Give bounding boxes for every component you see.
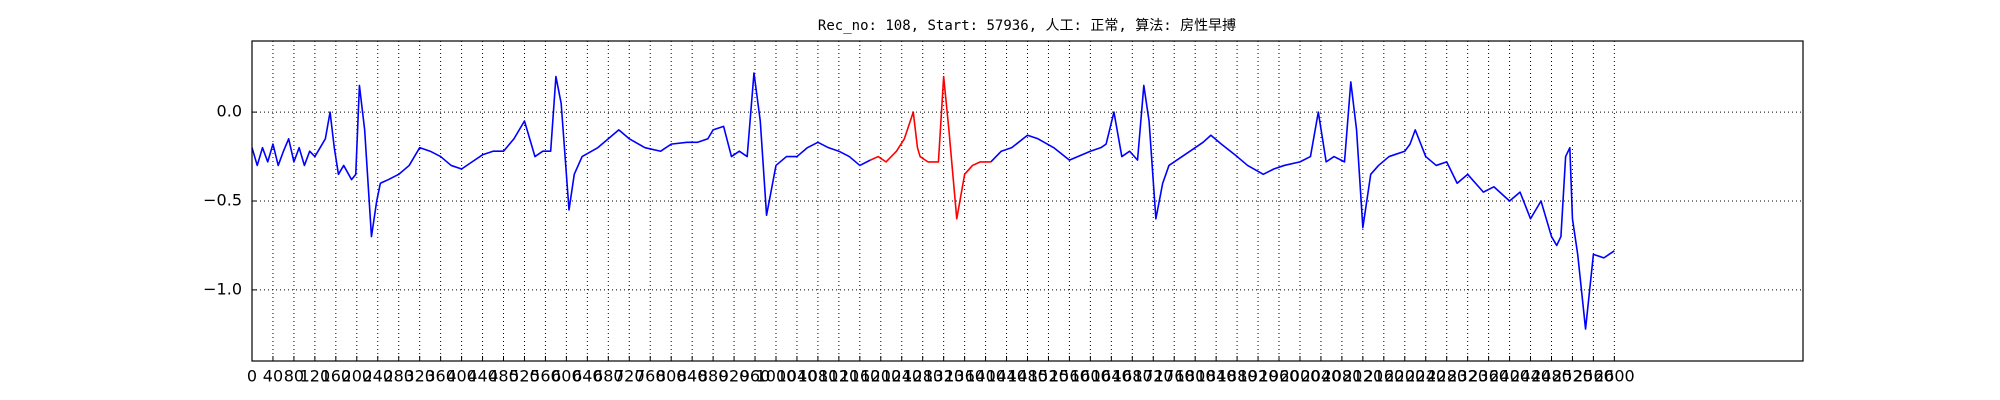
x-tick-label: 1040: [777, 367, 818, 386]
x-tick-label: 1520: [1028, 367, 1069, 386]
x-tick-label: 480: [488, 367, 519, 386]
x-tick-label: 920: [719, 367, 750, 386]
x-tick-label: 240: [362, 367, 393, 386]
x-tick-label: 1440: [986, 367, 1027, 386]
x-tick-label: 2120: [1342, 367, 1383, 386]
x-tick-label: 2600: [1594, 367, 1635, 386]
x-tick-label: 2080: [1322, 367, 1363, 386]
x-tick-label: 440: [467, 367, 498, 386]
x-tick-label: 1120: [819, 367, 860, 386]
x-tick-label: 520: [509, 367, 540, 386]
x-tick-label: 1240: [881, 367, 922, 386]
chart-title: Rec_no: 108, Start: 57936, 人工: 正常, 算法: 房…: [818, 17, 1236, 34]
x-tick-label: 840: [677, 367, 708, 386]
x-tick-label: 2200: [1384, 367, 1425, 386]
x-tick-label: 400: [446, 367, 477, 386]
x-tick-label: 1680: [1112, 367, 1153, 386]
y-tick-label: −0.5: [203, 191, 242, 210]
x-tick-label: 1360: [944, 367, 985, 386]
x-tick-label: 320: [404, 367, 435, 386]
x-tick-label: 1320: [923, 367, 964, 386]
x-tick-label: 2000: [1280, 367, 1321, 386]
ecg-line: [990, 81, 1615, 330]
x-tick-label: 560: [530, 367, 561, 386]
ecg-line: [869, 75, 991, 220]
x-tick-label: 1920: [1238, 367, 1279, 386]
x-tick-label: 2240: [1405, 367, 1446, 386]
x-tick-label: 280: [383, 367, 414, 386]
x-tick-label: 120: [300, 367, 331, 386]
x-tick-label: 2520: [1552, 367, 1593, 386]
x-tick-label: 200: [342, 367, 373, 386]
x-tick-label: 600: [551, 367, 582, 386]
x-tick-label: 640: [572, 367, 603, 386]
x-tick-label: 1400: [965, 367, 1006, 386]
x-tick-label: 1880: [1217, 367, 1258, 386]
x-tick-label: 1640: [1091, 367, 1132, 386]
x-tick-label: 1960: [1259, 367, 1300, 386]
x-tick-label: 40: [263, 367, 283, 386]
x-tick-label: 1080: [798, 367, 839, 386]
ecg-line: [251, 72, 871, 238]
x-tick-label: 1800: [1175, 367, 1216, 386]
x-tick-label: 760: [635, 367, 666, 386]
x-tick-label: 2400: [1489, 367, 1530, 386]
plot-frame: [251, 40, 1804, 362]
x-tick-label: 0: [247, 367, 257, 386]
y-tick-label: −1.0: [203, 279, 242, 298]
x-tick-label: 1000: [756, 367, 797, 386]
x-tick-label: 1160: [839, 367, 880, 386]
x-tick-label: 2560: [1573, 367, 1614, 386]
x-tick-label: 2280: [1426, 367, 1467, 386]
x-tick-label: 2440: [1510, 367, 1551, 386]
x-tick-label: 1280: [902, 367, 943, 386]
x-tick-label: 1560: [1049, 367, 1090, 386]
x-tick-label: 360: [425, 367, 456, 386]
x-tick-label: 1760: [1154, 367, 1195, 386]
x-tick-label: 800: [656, 367, 687, 386]
x-tick-label: 1480: [1007, 367, 1048, 386]
x-tick-label: 880: [698, 367, 729, 386]
x-tick-label: 160: [321, 367, 352, 386]
x-tick-label: 2160: [1363, 367, 1404, 386]
x-tick-label: 1200: [860, 367, 901, 386]
x-tick-label: 2320: [1447, 367, 1488, 386]
x-tick-label: 2360: [1468, 367, 1509, 386]
x-tick-label: 2040: [1301, 367, 1342, 386]
x-tick-label: 1840: [1196, 367, 1237, 386]
x-tick-label: 1600: [1070, 367, 1111, 386]
x-tick-label: 960: [740, 367, 771, 386]
x-tick-label: 680: [593, 367, 624, 386]
y-tick-label: 0.0: [217, 102, 242, 121]
x-tick-label: 2480: [1531, 367, 1572, 386]
x-tick-label: 1720: [1133, 367, 1174, 386]
x-tick-label: 720: [614, 367, 645, 386]
x-tick-label: 80: [284, 367, 304, 386]
